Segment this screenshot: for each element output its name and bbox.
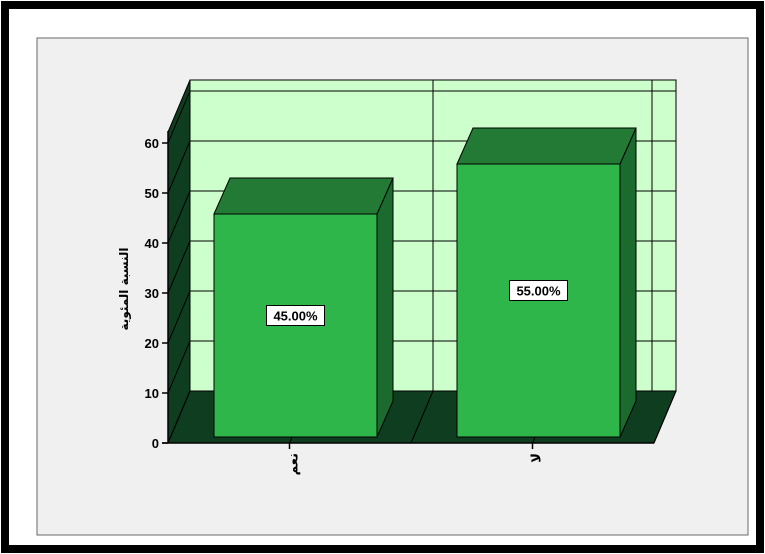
y-tick-label: 20 (145, 336, 159, 351)
floor-line-0 (167, 390, 191, 444)
data-labels: 45.00% 55.00% (266, 280, 568, 326)
data-label-box-1 (509, 280, 568, 301)
y-tick-label: 10 (145, 386, 159, 401)
gridline-side-40 (167, 190, 191, 244)
data-label-0: 45.00% (273, 309, 318, 324)
y-axis: 0 10 20 30 40 50 60 (145, 131, 654, 451)
gridline-side-50 (167, 140, 191, 194)
y-tick-label: 30 (145, 286, 159, 301)
data-label-box-0 (266, 305, 325, 326)
floor-line-4 (653, 390, 677, 444)
bar-side-0 (376, 177, 394, 438)
y-tick-label: 0 (152, 436, 159, 451)
bar-side-1 (619, 127, 637, 438)
gridline-side-30 (167, 240, 191, 294)
category-label-1: لا (530, 453, 545, 463)
y-axis-title: النسبة المئوية (117, 248, 132, 331)
bar-top-0 (213, 177, 394, 215)
gridline-side-60 (167, 90, 191, 144)
y-tick-label: 60 (145, 136, 159, 151)
category-label-0: نعم (287, 453, 302, 475)
y-tick-label: 50 (145, 186, 159, 201)
data-label-1: 55.00% (516, 284, 561, 299)
x-axis: نعم لا (287, 443, 545, 475)
gridline-side-10 (167, 340, 191, 394)
floor-line-2 (410, 390, 434, 444)
y-tick-label: 40 (145, 236, 159, 251)
gridline-side-20 (167, 290, 191, 344)
bar-top-1 (456, 127, 637, 165)
